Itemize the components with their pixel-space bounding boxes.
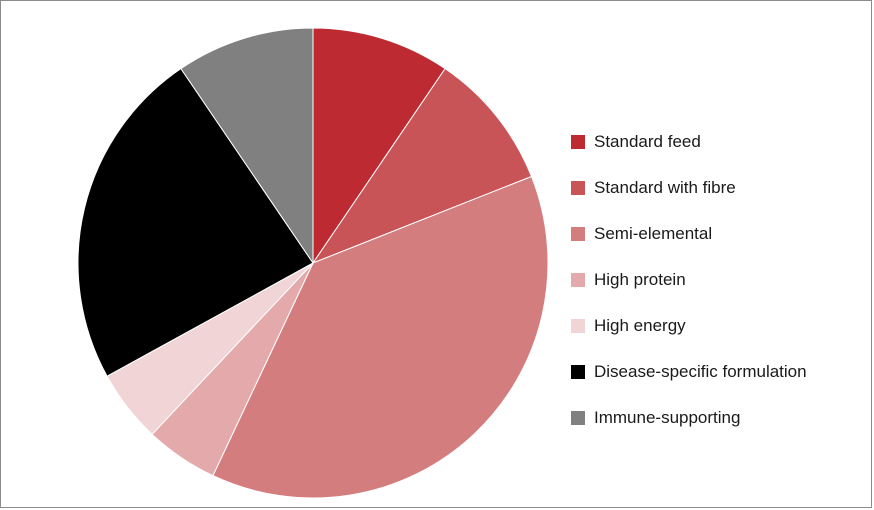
legend-swatch <box>571 135 585 149</box>
legend-item-2: Standard with fibre <box>571 173 807 203</box>
legend-item-5: High energy <box>571 311 807 341</box>
legend-swatch <box>571 319 585 333</box>
legend-item-6: Disease-specific formulation <box>571 357 807 387</box>
legend-label: Disease-specific formulation <box>594 362 807 382</box>
legend-label: High energy <box>594 316 686 336</box>
legend-label: High protein <box>594 270 686 290</box>
legend-swatch <box>571 365 585 379</box>
legend-label: Standard feed <box>594 132 701 152</box>
legend-swatch <box>571 181 585 195</box>
legend-swatch <box>571 227 585 241</box>
legend-label: Immune-supporting <box>594 408 740 428</box>
legend-item-1: Standard feed <box>571 127 807 157</box>
legend-item-4: High protein <box>571 265 807 295</box>
legend-item-7: Immune-supporting <box>571 403 807 433</box>
legend-swatch <box>571 411 585 425</box>
legend-item-3: Semi-elemental <box>571 219 807 249</box>
legend-label: Semi-elemental <box>594 224 712 244</box>
legend-label: Standard with fibre <box>594 178 736 198</box>
legend: Standard feed Standard with fibre Semi-ele… <box>571 127 807 449</box>
legend-swatch <box>571 273 585 287</box>
